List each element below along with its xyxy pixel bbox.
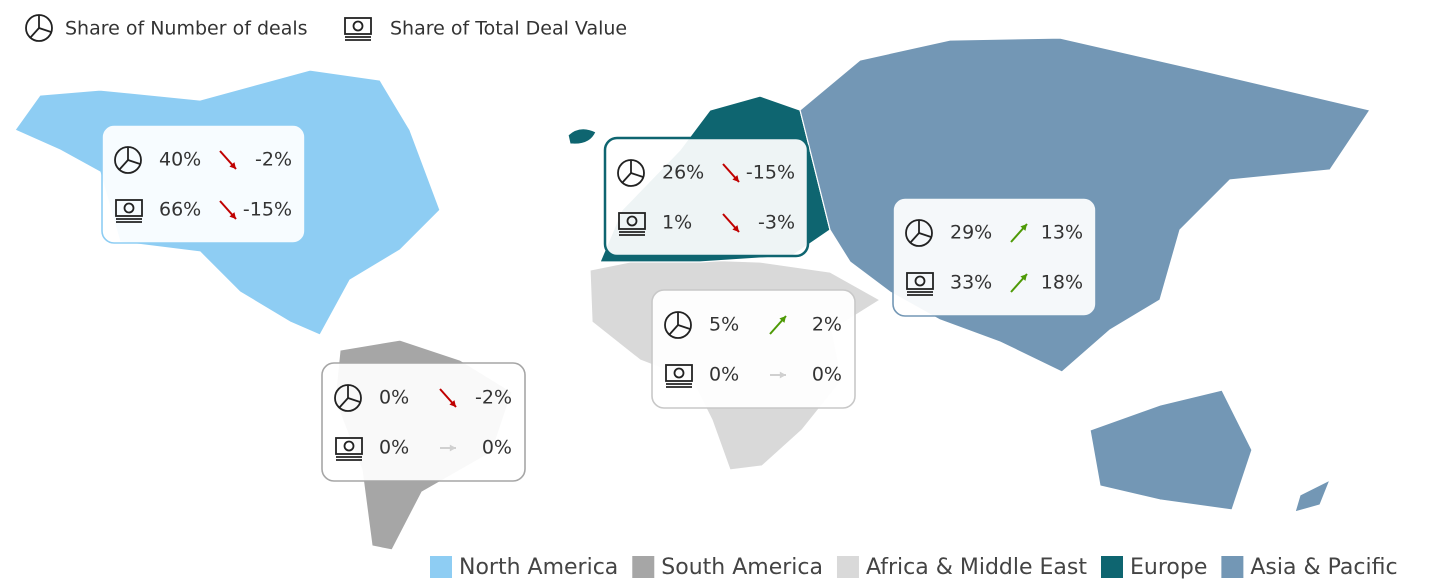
region-box: 26% -15% 1% -3% bbox=[603, 136, 810, 258]
legend-label: Asia & Pacific bbox=[1250, 555, 1397, 580]
change-value: -15% bbox=[746, 162, 795, 184]
legend-label: Share of Total Deal Value bbox=[390, 18, 627, 40]
change-value: -2% bbox=[255, 149, 292, 171]
share-value: 40% bbox=[159, 149, 201, 171]
legend-label: North America bbox=[459, 555, 618, 580]
share-value: 66% bbox=[159, 199, 201, 221]
share-value: 29% bbox=[950, 222, 992, 244]
legend-swatch bbox=[1221, 556, 1244, 578]
region-box: 5% 2% 0% 0% bbox=[651, 289, 856, 409]
legend-label: South America bbox=[661, 555, 823, 580]
legend-swatch bbox=[836, 556, 859, 578]
box-frame bbox=[892, 197, 1097, 317]
change-value: 2% bbox=[812, 314, 842, 336]
arrow-head bbox=[229, 162, 236, 169]
box-frame bbox=[651, 289, 856, 409]
region-shape bbox=[1294, 478, 1332, 513]
region-shape bbox=[1089, 389, 1253, 511]
top-legend: Share of Number of deals Share of Total D… bbox=[25, 14, 627, 42]
box-frame bbox=[321, 362, 526, 482]
change-value: -2% bbox=[475, 387, 512, 409]
legend-swatch bbox=[632, 556, 655, 578]
arrow-head bbox=[779, 316, 786, 323]
arrow-head bbox=[779, 371, 786, 379]
legend-label: Africa & Middle East bbox=[866, 555, 1087, 580]
arrow-head bbox=[1020, 224, 1027, 231]
region-shape bbox=[567, 128, 597, 145]
change-value: -15% bbox=[243, 199, 292, 221]
arrow-head bbox=[449, 444, 456, 452]
legend-swatch bbox=[430, 556, 452, 578]
box-frame bbox=[603, 136, 810, 258]
box-frame bbox=[101, 124, 306, 244]
share-value: 26% bbox=[662, 162, 704, 184]
arrow-head bbox=[732, 175, 739, 182]
money-icon bbox=[344, 17, 372, 41]
change-value: 0% bbox=[812, 364, 842, 386]
arrow-head bbox=[229, 212, 236, 219]
change-value: 0% bbox=[482, 437, 512, 459]
arrow-head bbox=[449, 400, 456, 407]
change-value: -3% bbox=[758, 212, 795, 234]
share-value: 5% bbox=[709, 314, 739, 336]
legend-label: Share of Number of deals bbox=[65, 18, 308, 40]
share-value: 0% bbox=[379, 437, 409, 459]
share-value: 0% bbox=[379, 387, 409, 409]
info-boxes: 40% -2% 66% -15% 0% -2% 0% 0% 5% 2% 0% 0% 26% -15% 1% -… bbox=[101, 124, 1097, 482]
region-box: 29% 13% 33% 18% bbox=[892, 197, 1097, 317]
arrow-head bbox=[1020, 274, 1027, 281]
share-value: 1% bbox=[662, 212, 692, 234]
change-value: 18% bbox=[1041, 272, 1083, 294]
region-box: 40% -2% 66% -15% bbox=[101, 124, 306, 244]
change-value: 13% bbox=[1041, 222, 1083, 244]
pie-icon bbox=[25, 14, 53, 42]
share-value: 0% bbox=[709, 364, 739, 386]
share-value: 33% bbox=[950, 272, 992, 294]
legend-swatch bbox=[1101, 556, 1123, 578]
legend-label: Europe bbox=[1130, 555, 1207, 580]
arrow-head bbox=[732, 225, 739, 232]
region-box: 0% -2% 0% 0% bbox=[321, 362, 526, 482]
region-legend: North America South America Africa & Middl… bbox=[430, 555, 1398, 580]
